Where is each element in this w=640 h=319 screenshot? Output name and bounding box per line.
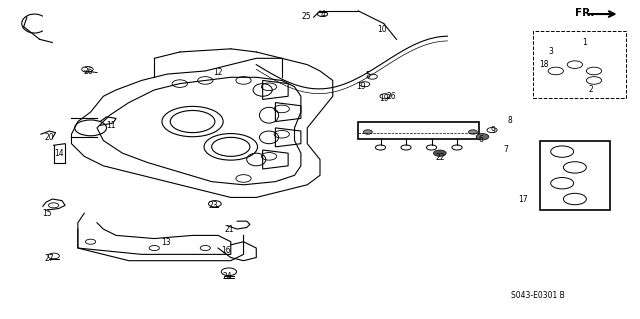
Text: 16: 16 — [221, 246, 230, 255]
Text: 24: 24 — [223, 272, 232, 281]
Circle shape — [364, 130, 372, 134]
Text: 13: 13 — [161, 238, 171, 247]
Text: 17: 17 — [518, 196, 527, 204]
Circle shape — [468, 130, 477, 134]
Text: 15: 15 — [42, 209, 52, 219]
Text: 26: 26 — [387, 93, 396, 101]
Text: 22: 22 — [435, 153, 445, 162]
Text: 20: 20 — [44, 133, 54, 142]
Bar — [534, 32, 626, 98]
Text: 19: 19 — [356, 82, 365, 91]
Text: 19: 19 — [379, 94, 388, 103]
Text: S043-E0301 B: S043-E0301 B — [511, 291, 565, 300]
Text: 23: 23 — [208, 201, 218, 210]
Text: 14: 14 — [54, 149, 63, 158]
Text: 3: 3 — [548, 48, 553, 56]
Text: 8: 8 — [508, 116, 512, 125]
Circle shape — [433, 150, 446, 156]
Text: 12: 12 — [213, 68, 223, 77]
Text: 26: 26 — [84, 67, 93, 77]
Text: 7: 7 — [504, 145, 509, 154]
Bar — [358, 122, 479, 139]
Text: 10: 10 — [378, 25, 387, 34]
Text: 21: 21 — [225, 225, 234, 234]
Bar — [540, 141, 610, 210]
Text: 2: 2 — [588, 85, 593, 94]
Text: 9: 9 — [491, 126, 496, 135]
Text: 4: 4 — [321, 10, 326, 19]
Text: 27: 27 — [44, 254, 54, 263]
Text: 11: 11 — [106, 121, 116, 130]
Text: FR.: FR. — [575, 8, 595, 19]
Circle shape — [476, 134, 489, 140]
Text: 5: 5 — [365, 71, 370, 80]
Text: 18: 18 — [540, 60, 549, 69]
Text: 6: 6 — [479, 135, 484, 145]
Text: 1: 1 — [582, 38, 587, 47]
Text: 25: 25 — [301, 12, 311, 21]
